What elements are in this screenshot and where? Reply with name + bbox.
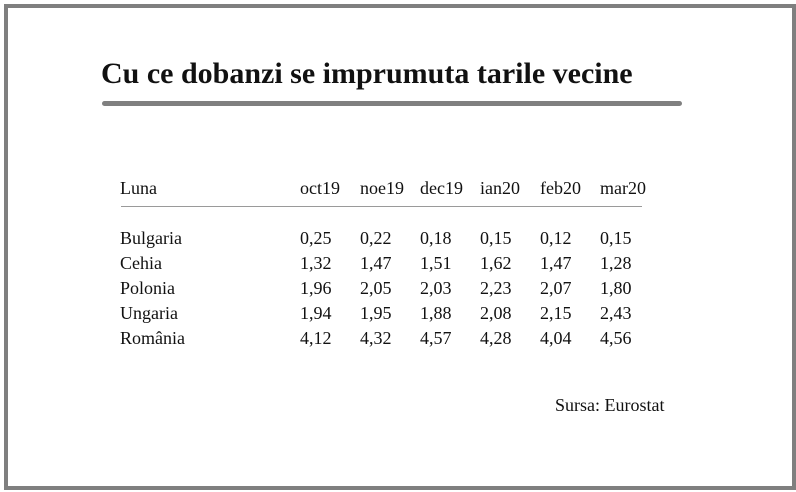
column-header-ian20: ian20 xyxy=(480,178,520,198)
table-cell-value: 1,28 xyxy=(600,253,632,273)
table-cell-value: 2,15 xyxy=(540,303,572,323)
column-header-mar20: mar20 xyxy=(600,178,646,198)
table-cell-value: 2,23 xyxy=(480,278,512,298)
table-cell-value: 0,18 xyxy=(420,228,452,248)
row-label-country: Cehia xyxy=(120,253,162,273)
table-cell-value: 1,80 xyxy=(600,278,632,298)
document-frame xyxy=(4,4,796,490)
column-header-oct19: oct19 xyxy=(300,178,340,198)
table-cell-value: 2,07 xyxy=(540,278,572,298)
row-label-country: Ungaria xyxy=(120,303,178,323)
column-header-dec19: dec19 xyxy=(420,178,463,198)
table-cell-value: 0,15 xyxy=(480,228,512,248)
table-cell-value: 0,12 xyxy=(540,228,572,248)
row-label-country: Bulgaria xyxy=(120,228,182,248)
table-cell-value: 1,47 xyxy=(360,253,392,273)
row-label-country: România xyxy=(120,328,185,348)
table-cell-value: 0,15 xyxy=(600,228,632,248)
column-header-feb20: feb20 xyxy=(540,178,581,198)
column-header-noe19: noe19 xyxy=(360,178,404,198)
table-cell-value: 1,96 xyxy=(300,278,332,298)
table-cell-value: 2,08 xyxy=(480,303,512,323)
page-title: Cu ce dobanzi se imprumuta tarile vecine xyxy=(101,57,633,90)
table-cell-value: 4,57 xyxy=(420,328,452,348)
table-cell-value: 2,43 xyxy=(600,303,632,323)
source-note: Sursa: Eurostat xyxy=(555,395,665,415)
header-divider xyxy=(121,206,642,207)
table-cell-value: 1,94 xyxy=(300,303,332,323)
table-cell-value: 1,32 xyxy=(300,253,332,273)
table-cell-value: 4,04 xyxy=(540,328,572,348)
table-cell-value: 1,47 xyxy=(540,253,572,273)
table-cell-value: 1,62 xyxy=(480,253,512,273)
table-cell-value: 1,95 xyxy=(360,303,392,323)
table-cell-value: 2,05 xyxy=(360,278,392,298)
table-cell-value: 4,12 xyxy=(300,328,332,348)
table-cell-value: 0,22 xyxy=(360,228,392,248)
row-header-label: Luna xyxy=(120,178,157,198)
row-label-country: Polonia xyxy=(120,278,176,298)
table-cell-value: 0,25 xyxy=(300,228,332,248)
table-cell-value: 4,32 xyxy=(360,328,392,348)
table-cell-value: 1,88 xyxy=(420,303,452,323)
table-cell-value: 4,56 xyxy=(600,328,632,348)
table-cell-value: 1,51 xyxy=(420,253,452,273)
table-cell-value: 4,28 xyxy=(480,328,512,348)
title-underline xyxy=(102,101,682,106)
table-cell-value: 2,03 xyxy=(420,278,452,298)
